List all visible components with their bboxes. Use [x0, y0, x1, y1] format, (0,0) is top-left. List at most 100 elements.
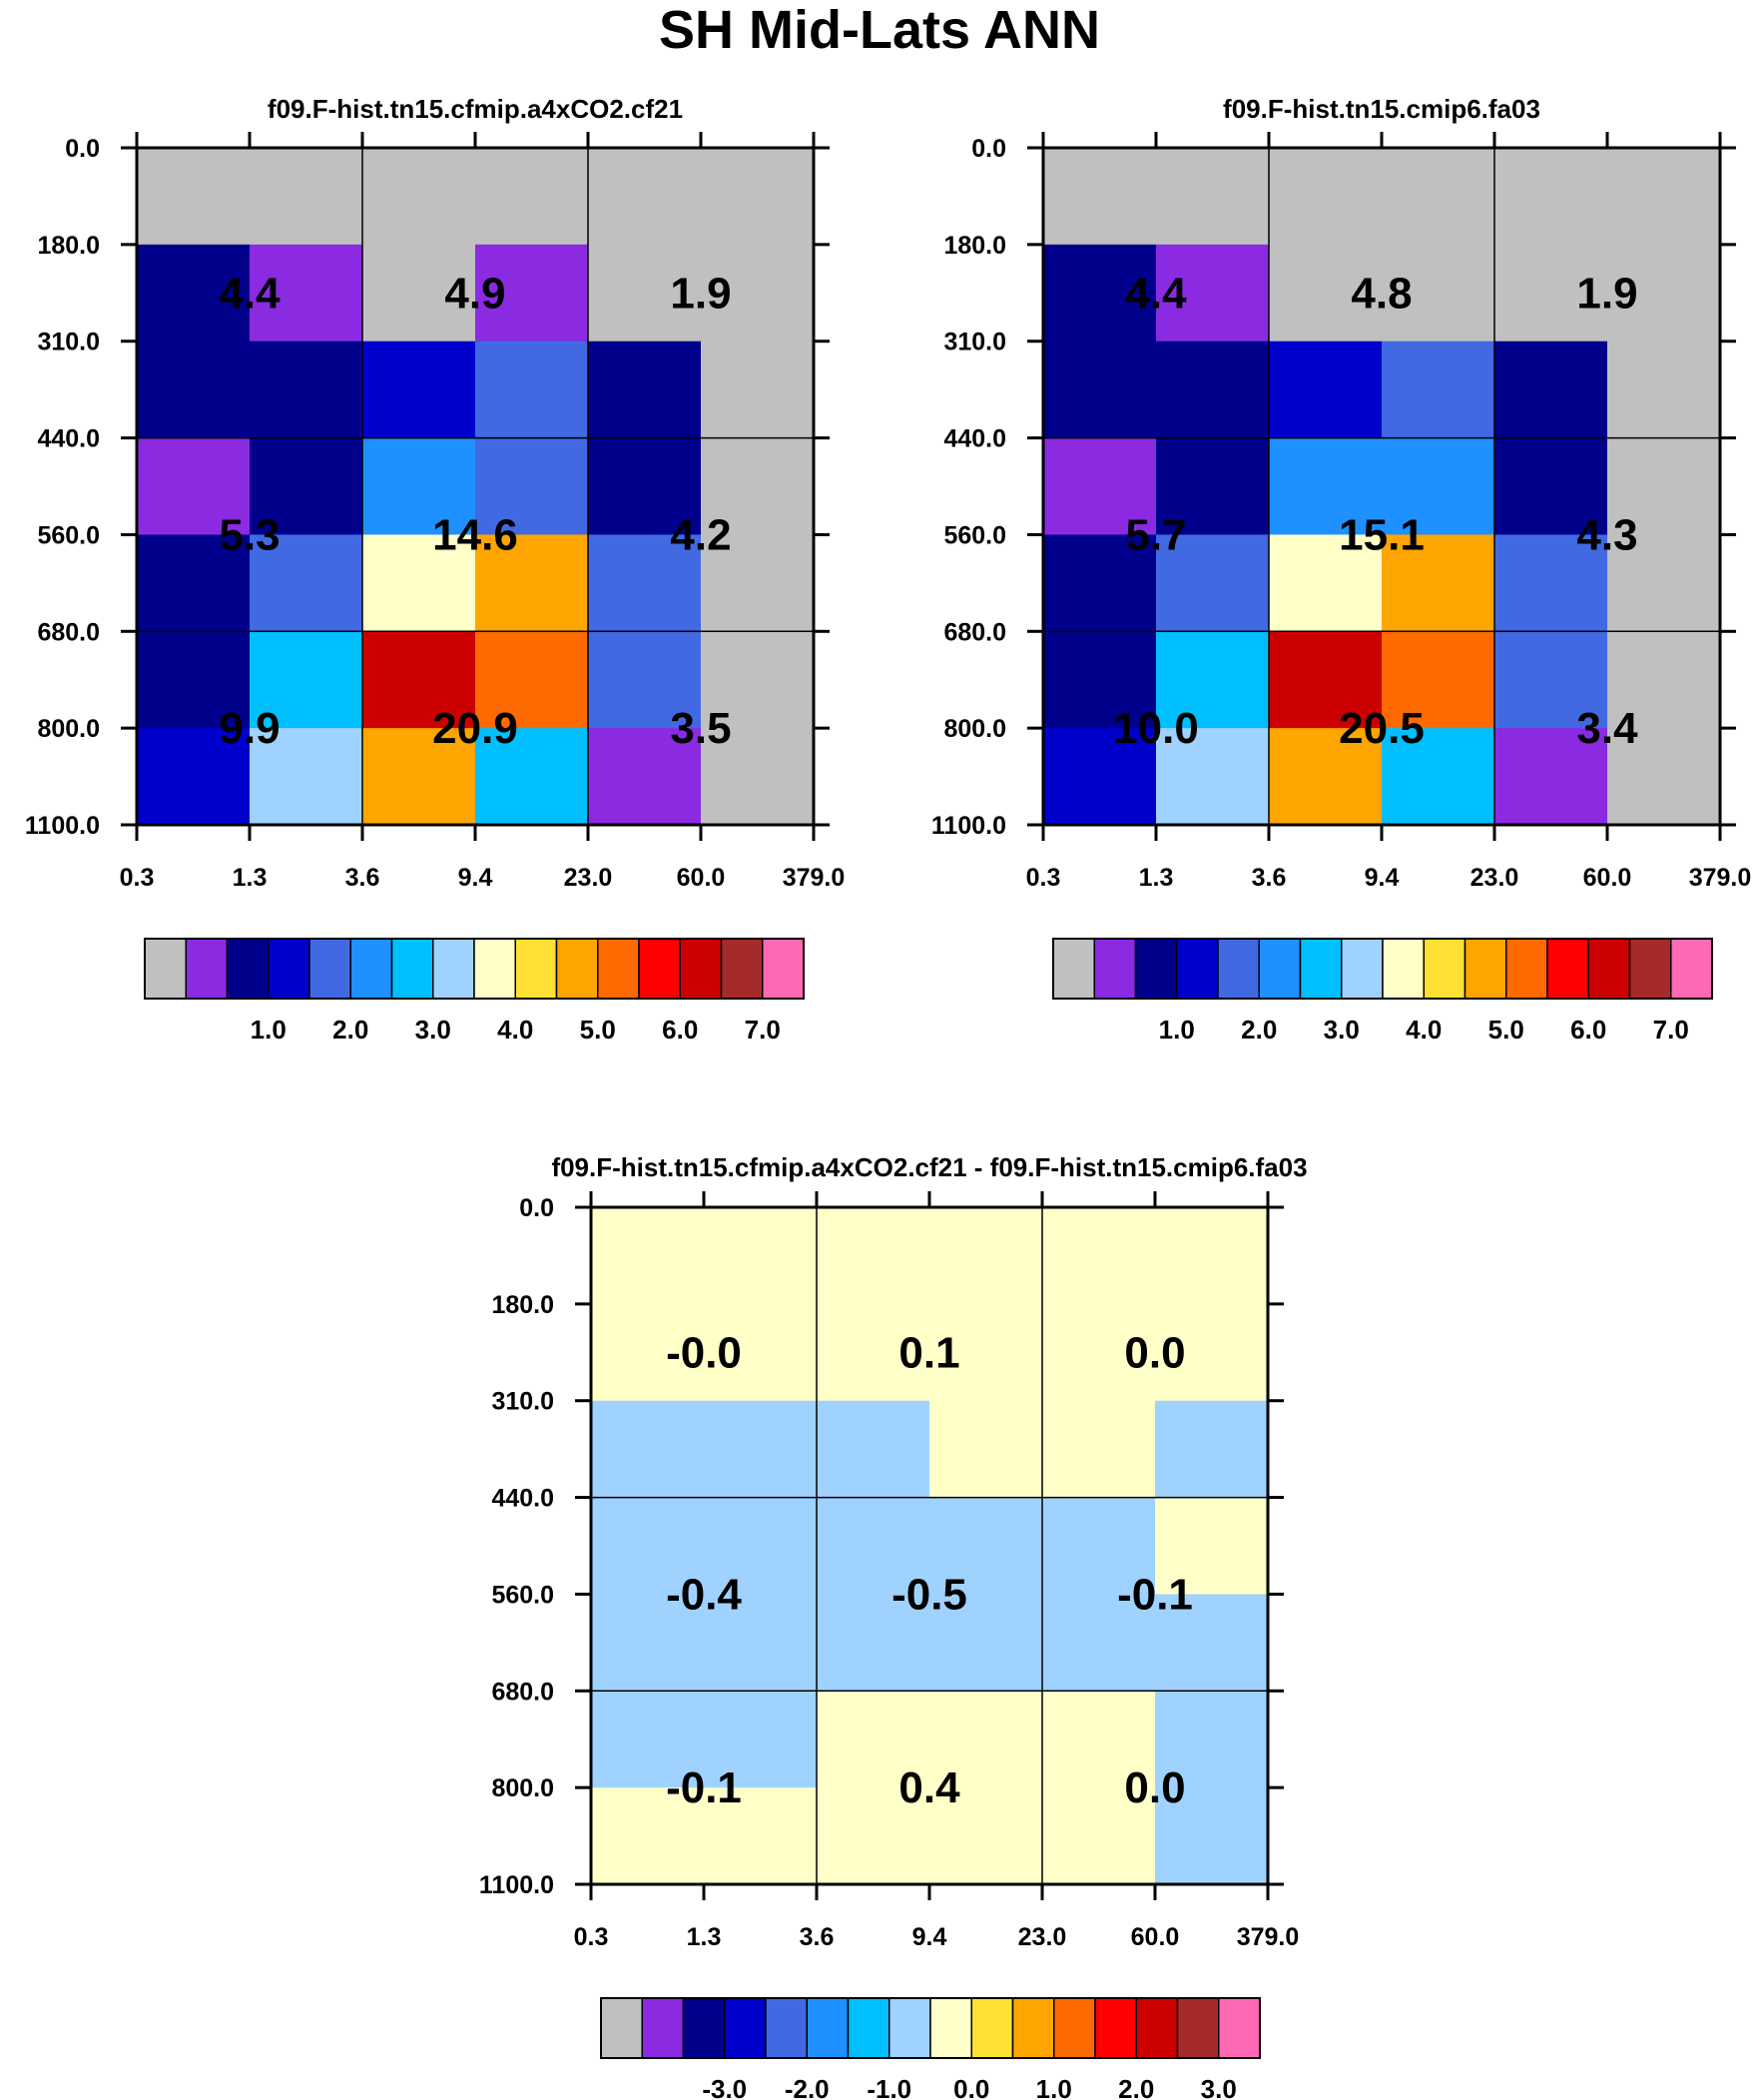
- heatmap-cell: [250, 148, 363, 246]
- colorbar-swatch: [1218, 1997, 1261, 2059]
- heatmap-cell: [1042, 1207, 1156, 1305]
- colorbar-swatch: [1587, 938, 1631, 1000]
- heatmap-cell: [1607, 437, 1721, 536]
- colorbar-swatch: [514, 938, 558, 1000]
- colorbar-label: -1.0: [867, 2074, 911, 2100]
- heatmap-cell: [929, 1787, 1043, 1885]
- y-tick-label: 0.0: [519, 1194, 554, 1222]
- x-tick-label: 379.0: [1237, 1923, 1300, 1951]
- colorbar-swatch: [1176, 938, 1219, 1000]
- heatmap-cell: [1494, 631, 1608, 729]
- heatmap-cell: [362, 631, 476, 729]
- colorbar-swatch: [226, 938, 270, 1000]
- y-tick-label: 800.0: [943, 715, 1006, 743]
- colorbar-swatch: [1299, 938, 1343, 1000]
- heatmap-cell: [137, 728, 251, 826]
- heatmap-cell: [701, 631, 815, 729]
- panel-1: f09.F-hist.tn15.cfmip.a4xCO2.cf21 0.0 180.…: [25, 94, 845, 1045]
- panel-3: f09.F-hist.tn15.cfmip.a4xCO2.cf21 - f09.…: [479, 1152, 1308, 2100]
- y-tick-label: 440.0: [37, 425, 100, 453]
- heatmap-cell: [1156, 728, 1270, 826]
- y-tick-label: 680.0: [943, 618, 1006, 646]
- x-tick-label: 0.3: [120, 864, 155, 892]
- cell-value-label: 1.9: [670, 269, 731, 318]
- heatmap-cell: [1043, 728, 1157, 826]
- x-tick-label: 3.6: [345, 864, 380, 892]
- colorbar-swatch: [1094, 1997, 1137, 2059]
- x-tick-label: 0.3: [574, 1923, 609, 1951]
- colorbar-label: 7.0: [1653, 1015, 1689, 1045]
- heatmap-cell: [250, 534, 363, 632]
- heatmap-cell: [588, 437, 702, 536]
- y-tick-label: 560.0: [491, 1581, 554, 1609]
- heatmap-cell: [362, 728, 476, 826]
- colorbar-swatch: [349, 938, 393, 1000]
- y-tick-label: 310.0: [943, 329, 1006, 356]
- heatmap-cell: [1155, 1207, 1269, 1305]
- colorbar-swatch: [679, 938, 723, 1000]
- colorbar-swatch: [185, 938, 229, 1000]
- colorbar-swatch: [1052, 938, 1095, 1000]
- heatmap-cell: [1382, 148, 1495, 246]
- heatmap-cell: [591, 1400, 705, 1499]
- y-tick-label: 1100.0: [931, 812, 1006, 840]
- heatmap-cell: [1607, 341, 1721, 439]
- colorbar: -3.0 -2.0 -1.0 0.0 1.0 2.0 3.0: [600, 1997, 1261, 2100]
- heatmap-cell: [704, 1207, 818, 1305]
- heatmap-cell: [1042, 1594, 1156, 1692]
- x-tick-label: 60.0: [1583, 864, 1632, 892]
- y-tick-label: 0.0: [971, 135, 1006, 163]
- colorbar-swatch: [638, 938, 681, 1000]
- cell-value-label: 4.2: [670, 510, 731, 559]
- colorbar-label: 1.0: [251, 1015, 287, 1045]
- colorbar-swatch: [1628, 938, 1672, 1000]
- x-tick-label: 23.0: [1018, 1923, 1067, 1951]
- heatmap-cell: [1494, 728, 1608, 826]
- heatmap-cell: [701, 341, 815, 439]
- heatmap-cell: [1607, 534, 1721, 632]
- colorbar-swatch: [1053, 1997, 1096, 2059]
- x-tick-label: 60.0: [1131, 1923, 1180, 1951]
- y-tick-label: 440.0: [491, 1485, 554, 1513]
- x-tick-label: 1.3: [233, 864, 268, 892]
- y-tick-label: 680.0: [491, 1678, 554, 1706]
- colorbar-label: 1.0: [1036, 2074, 1072, 2100]
- x-tick-label: 23.0: [564, 864, 613, 892]
- y-tick-label: 560.0: [37, 521, 100, 549]
- heatmap-cell: [701, 148, 815, 246]
- cell-value-label: 1.9: [1576, 269, 1637, 318]
- heatmap-cell: [591, 1594, 705, 1692]
- colorbar-swatch: [1670, 938, 1713, 1000]
- cell-value-label: 20.5: [1339, 704, 1425, 753]
- heatmap-cell: [1042, 1400, 1156, 1499]
- x-tick-label: 9.4: [458, 864, 493, 892]
- cell-value-label: 0.1: [898, 1328, 959, 1377]
- colorbar-label: 7.0: [745, 1015, 781, 1045]
- heatmap-cell: [1269, 728, 1383, 826]
- heatmap-cell: [1382, 728, 1495, 826]
- heatmap-cell: [250, 341, 363, 439]
- cell-value-label: 4.3: [1576, 510, 1637, 559]
- colorbar-swatch: [144, 938, 187, 1000]
- y-tick-label: 440.0: [943, 425, 1006, 453]
- x-tick-label: 9.4: [912, 1923, 947, 1951]
- x-tick-label: 3.6: [800, 1923, 835, 1951]
- heatmap-cell: [1269, 631, 1383, 729]
- heatmap-cell: [362, 341, 476, 439]
- y-tick-label: 310.0: [37, 329, 100, 356]
- x-tick-label: 0.3: [1026, 864, 1061, 892]
- colorbar-swatch: [847, 1997, 890, 2059]
- colorbar-swatch: [1134, 938, 1178, 1000]
- colorbar-label: 2.0: [332, 1015, 368, 1045]
- cell-value-label: 0.4: [898, 1763, 960, 1812]
- heatmap-cell: [1155, 1303, 1269, 1402]
- y-tick-label: 310.0: [491, 1388, 554, 1416]
- heatmap-cell: [475, 437, 589, 536]
- colorbar-swatch: [1341, 938, 1384, 1000]
- colorbar-swatch: [1093, 938, 1137, 1000]
- cell-value-label: 5.3: [219, 510, 280, 559]
- heatmap-cell: [817, 1303, 930, 1402]
- heatmap-cell: [1494, 244, 1608, 343]
- heatmap-cell: [588, 534, 702, 632]
- heatmap-cell: [1382, 437, 1495, 536]
